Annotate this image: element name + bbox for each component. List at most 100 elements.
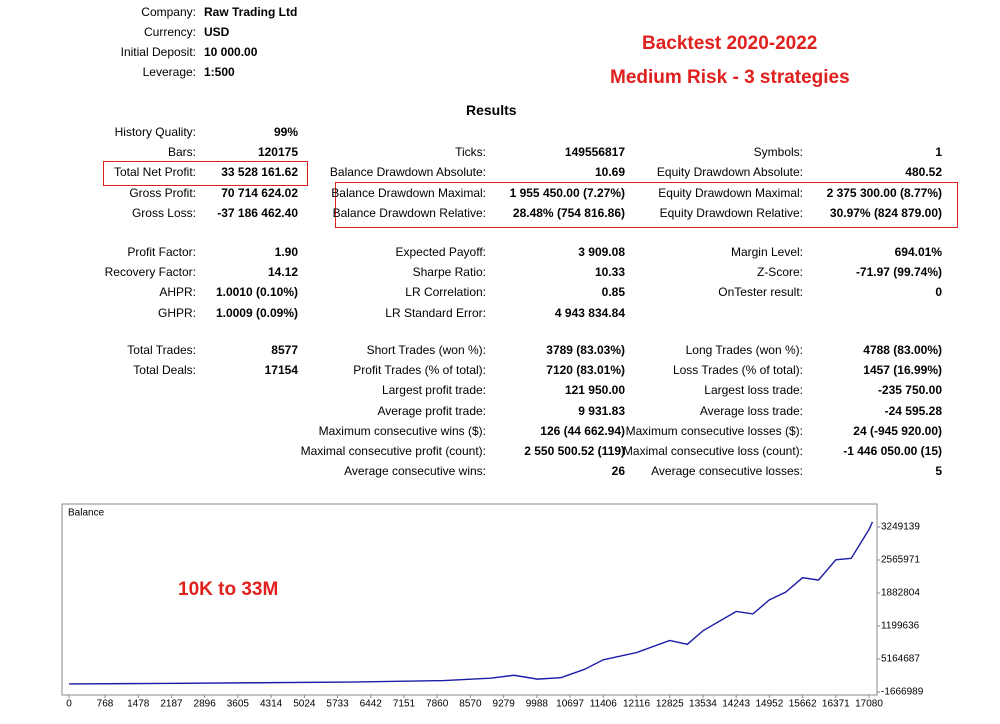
field-value: USD [204,25,230,39]
stat-label: Short Trades (won %): [366,343,486,357]
x-tick-label: 10697 [556,699,584,710]
results-title: Results [466,102,517,118]
stat-label: AHPR: [159,285,196,300]
field-value: Raw Trading Ltd [204,5,298,19]
x-tick-label: 3605 [227,699,250,710]
stat-label: Maximum consecutive wins ($): [318,423,486,438]
stat-value: 4 943 834.84 [554,305,625,320]
stat-label: Bars: [167,145,196,160]
stat-label: Symbols: [753,145,803,160]
stat-value: 26 [611,464,625,479]
x-tick-label: 11406 [590,699,618,710]
stat-value: 14.12 [267,265,298,280]
stat-label: Average consecutive losses: [651,464,803,479]
stat-value: 0 [935,285,942,300]
stat-value: 1 [935,145,942,160]
stat-label: Equity Drawdown Maximal: [658,185,803,200]
stat-label: Profit Trades (% of total): [353,363,486,378]
stat-value: 10.69 [594,165,625,180]
stat-label: Total Deals: [133,363,196,378]
field-label: Leverage: [142,65,196,79]
stat-label: Total Net Profit: [113,165,196,180]
stat-value: 0.85 [601,285,625,300]
highlight-box [335,182,958,228]
stat-value: -235 750.00 [877,383,942,398]
stat-label: Largest loss trade: [704,383,803,398]
stat-label: Gross Profit: [129,185,196,200]
stat-value: 1.0009 (0.09%) [215,305,298,320]
stat-label: Average profit trade: [377,403,486,418]
stat-value: 3 909.08 [578,245,625,259]
x-tick-label: 0 [66,699,72,710]
stat-label: Balance Drawdown Relative: [332,205,486,220]
x-tick-label: 15662 [789,699,817,710]
stat-value: 121 950.00 [564,383,625,398]
stat-label: Equity Drawdown Absolute: [656,165,803,180]
x-tick-label: 13534 [689,699,717,710]
stat-label: Maximum consecutive losses ($): [625,423,803,438]
stat-label: LR Correlation: [405,285,486,300]
balance-line [69,521,874,685]
stat-value: 7120 (83.01%) [546,363,625,378]
stat-label: Average consecutive wins: [344,464,486,479]
stat-label: Expected Payoff: [395,245,486,259]
x-tick-label: 12825 [656,699,684,710]
stat-label: Gross Loss: [131,205,196,220]
stat-label: Z-Score: [756,265,803,280]
stat-label: Ticks: [455,145,486,160]
stat-value: 1 955 450.00 (7.27%) [509,185,625,200]
stat-value: -24 595.28 [884,403,942,418]
x-tick-label: 4314 [260,699,283,710]
stat-label: Recovery Factor: [104,265,196,280]
note: Backtest 2020-2022 [642,33,818,54]
stat-value: -37 186 462.40 [217,205,298,220]
stat-value: 17154 [264,363,298,378]
stat-label: Average loss trade: [699,403,803,418]
x-tick-label: 9988 [526,699,549,710]
y-tick-label: 3249139 [881,522,920,533]
stat-value: 9 931.83 [578,403,625,418]
field-label: Currency: [143,25,196,39]
stat-label: LR Standard Error: [385,305,486,320]
stat-value: -1 446 050.00 (15) [843,444,942,458]
y-tick-label: 1199636 [881,621,920,632]
x-tick-label: 7151 [393,699,416,710]
field-value: 1:500 [204,65,235,79]
stat-label: OnTester result: [718,285,803,300]
stat-label: GHPR: [157,305,196,320]
stat-value: 1.90 [274,245,298,259]
x-tick-label: 17080 [855,699,883,710]
stat-label: Maximal consecutive profit (count): [300,444,486,458]
stat-value: 10.33 [594,265,625,280]
x-tick-label: 5733 [326,699,349,710]
stat-label: Total Trades: [127,343,196,357]
x-tick-label: 768 [97,699,114,710]
x-tick-label: 16371 [822,699,850,710]
stat-value: 149556817 [564,145,625,160]
plot-frame [61,503,878,696]
x-tick-label: 6442 [360,699,383,710]
stat-value: 480.52 [905,165,942,180]
x-tick-label: 5024 [293,699,316,710]
x-tick-label: 2896 [194,699,217,710]
stat-label: Largest profit trade: [381,383,486,398]
stat-label: Balance Drawdown Absolute: [329,165,486,180]
stat-value: 33 528 161.62 [221,165,298,180]
x-tick-label: 1478 [127,699,150,710]
stat-value: 28.48% (754 816.86) [512,205,625,220]
y-tick-label: -1666989 [881,687,924,698]
stat-label: Long Trades (won %): [685,343,803,357]
x-tick-label: 2187 [160,699,183,710]
stat-value: 2 550 500.52 (119) [524,444,625,458]
stat-value: 8577 [271,343,298,357]
stat-value: 1457 (16.99%) [863,363,942,378]
stat-value: 5 [935,464,942,479]
field-label: Company: [141,5,196,19]
y-tick-label: 5164687 [881,654,920,665]
stat-label: Sharpe Ratio: [412,265,486,280]
stat-label: Balance Drawdown Maximal: [331,185,486,200]
stat-value: 1.0010 (0.10%) [215,285,298,300]
x-tick-label: 14952 [755,699,783,710]
